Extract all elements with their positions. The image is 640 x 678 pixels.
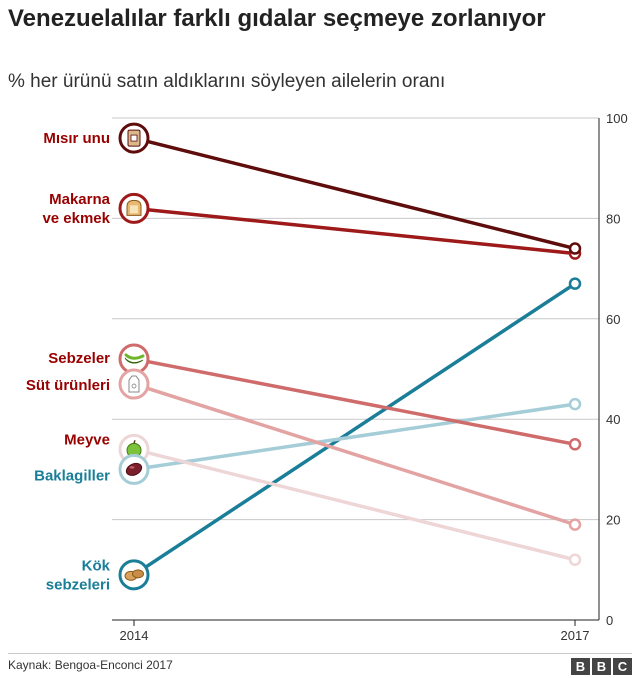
series-line [132,206,577,256]
series-line [132,402,577,472]
logo-letter: C [613,658,632,675]
potato-icon [124,569,144,581]
start-marker-group [118,559,150,591]
y-tick-label: 80 [606,211,620,226]
y-tick-label: 60 [606,312,620,327]
series-line [132,136,577,251]
end-point-marker [568,438,582,451]
icon-shape [130,134,138,142]
series-line [132,357,577,447]
series-label: Makarna [49,191,111,208]
y-tick-label: 100 [606,111,628,126]
logo-letter: B [571,658,590,675]
milk-carton-icon [128,375,140,393]
start-marker-group [118,343,150,375]
pepper-icon [124,353,145,364]
y-tick-label: 40 [606,412,620,427]
line-chart: 0 20 40 60 80 100 2014 2017 Mısır unu Makarna ve e… [26,111,628,643]
end-point-marker [568,518,582,531]
series-line [132,447,577,562]
chart-title: Venezuelalılar farklı gıdalar seçmeye zo… [8,5,546,32]
series-label: ve ekmek [42,210,110,227]
start-marker-group [118,453,150,485]
series-label: Sebzeler [48,350,110,367]
chart-subtitle: % her ürünü satın aldıklarını söyleyen a… [8,71,446,92]
y-tick-label: 0 [606,613,613,628]
series-label: Meyve [64,431,110,448]
end-point-marker [568,242,582,255]
bread-icon [126,199,142,216]
series-label: Baklagiller [34,467,110,484]
icon-shape [125,462,143,476]
start-marker-group [118,368,150,400]
series-line [132,281,577,577]
series-label: sebzeleri [46,576,110,593]
bean-icon [125,462,143,476]
icon-shape [124,357,144,364]
icon-shape [132,569,144,579]
series-label: Kök [82,557,111,574]
series-line [132,382,577,527]
source-note: Kaynak: Bengoa-Enconci 2017 [8,658,173,672]
end-point-marker [568,277,582,290]
end-point-marker [568,397,582,411]
series-label: Mısır unu [43,130,110,147]
x-tick-label: 2014 [120,628,149,643]
icon-shape [130,205,138,214]
flour-bag-icon [127,129,141,147]
icon-shape [133,440,136,444]
start-marker-group [118,122,150,154]
logo-letter: B [592,658,611,675]
y-tick-label: 20 [606,513,620,528]
icon-shape [131,383,137,389]
icon-shape [129,466,135,469]
x-tick-label: 2017 [561,628,590,643]
start-marker-group [118,192,150,224]
icon-shape [124,353,145,360]
series-label: Süt ürünleri [26,377,110,394]
end-point-marker [568,553,582,567]
bbc-logo: B B C [571,658,632,675]
footer-divider [8,653,632,654]
